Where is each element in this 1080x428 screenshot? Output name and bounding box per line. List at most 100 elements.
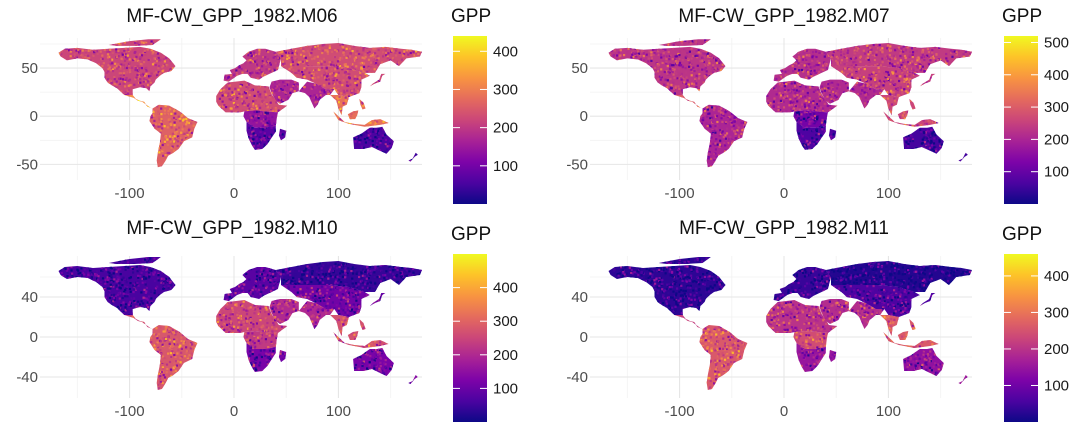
gpp-cell	[690, 68, 693, 71]
gpp-cell	[746, 124, 748, 127]
gpp-cell	[734, 151, 737, 155]
gpp-cell	[285, 129, 287, 132]
gpp-cell	[342, 53, 345, 57]
gpp-cell	[707, 156, 710, 159]
gpp-cell	[140, 96, 144, 99]
gpp-cell	[652, 53, 655, 56]
gpp-cell	[278, 70, 281, 73]
gpp-cell	[153, 83, 156, 86]
gpp-cell	[710, 84, 713, 88]
gpp-cell	[669, 90, 672, 93]
gpp-cell	[103, 89, 106, 92]
gpp-cell	[647, 60, 650, 63]
gpp-cell	[185, 123, 188, 126]
gpp-cell	[364, 81, 367, 84]
gpp-cell	[351, 66, 355, 69]
gpp-cell	[740, 132, 743, 135]
gpp-cell	[71, 83, 74, 86]
gpp-cell	[332, 103, 335, 106]
gpp-cell	[411, 54, 414, 57]
gpp-cell	[59, 77, 62, 80]
gpp-cell	[693, 89, 696, 92]
gpp-cell	[122, 82, 125, 85]
gpp-cell	[928, 63, 931, 66]
gpp-cell	[795, 69, 798, 73]
gpp-cell	[665, 44, 668, 46]
gpp-cell	[107, 81, 110, 84]
gpp-cell	[303, 97, 306, 100]
gpp-cell	[720, 55, 724, 58]
gpp-cell	[792, 60, 795, 63]
gpp-cell	[139, 63, 142, 66]
gpp-cell	[716, 47, 719, 50]
gpp-cell	[734, 140, 738, 144]
gpp-cell	[817, 63, 820, 67]
gpp-cell	[166, 138, 169, 141]
gpp-cell	[774, 80, 777, 82]
gpp-cell	[253, 149, 256, 150]
gpp-cell	[84, 70, 88, 74]
gpp-cell	[855, 60, 858, 64]
gpp-cell	[246, 119, 249, 122]
gpp-cell	[272, 56, 275, 59]
gpp-cell	[659, 66, 662, 69]
gpp-cell	[379, 81, 382, 84]
gpp-cell	[107, 64, 110, 67]
gpp-cell	[287, 96, 290, 99]
gpp-cell	[968, 71, 971, 73]
gpp-cell	[92, 77, 96, 80]
gpp-cell	[901, 71, 904, 74]
gpp-cell	[667, 75, 670, 78]
gpp-cell	[233, 105, 236, 108]
gpp-cell	[273, 75, 276, 78]
gpp-cell	[277, 76, 280, 79]
gpp-cell	[311, 86, 314, 89]
gpp-cell	[918, 67, 921, 70]
gpp-cell	[335, 124, 338, 127]
gpp-cell	[745, 146, 748, 149]
gpp-cell	[84, 61, 87, 64]
gpp-cell	[176, 107, 179, 110]
gpp-texture	[825, 43, 972, 73]
gpp-cell	[186, 110, 189, 113]
gpp-cell	[118, 51, 121, 54]
gpp-cell	[68, 77, 72, 80]
gpp-cell	[903, 49, 906, 52]
gpp-cell	[354, 125, 357, 127]
gpp-cell	[633, 59, 636, 62]
gpp-cell	[96, 48, 99, 52]
gpp-cell	[714, 48, 717, 51]
gpp-cell	[221, 105, 225, 108]
gpp-cell	[123, 49, 126, 53]
gpp-cell	[194, 137, 197, 140]
gpp-cell	[252, 102, 255, 105]
gpp-cell	[88, 47, 92, 50]
gpp-cell	[136, 73, 139, 77]
gpp-cell	[370, 72, 373, 73]
gpp-cell	[805, 59, 808, 62]
gpp-cell	[290, 97, 293, 100]
gpp-cell	[939, 58, 942, 61]
gpp-cell	[701, 84, 704, 87]
gpp-cell	[339, 118, 342, 121]
gpp-cell	[179, 119, 182, 123]
gpp-cell	[945, 69, 948, 73]
gpp-cell	[969, 44, 972, 47]
gpp-cell	[363, 96, 366, 97]
gpp-cell	[340, 109, 343, 112]
gpp-cell	[732, 158, 735, 162]
gpp-cell	[384, 138, 388, 141]
gpp-cell	[405, 58, 408, 61]
gpp-cell	[85, 85, 88, 88]
gpp-cell	[366, 46, 369, 49]
gpp-cell	[120, 90, 123, 93]
gpp-cell	[741, 137, 744, 140]
gpp-cell	[229, 98, 233, 101]
gpp-cell	[302, 73, 305, 76]
gpp-cell	[320, 60, 323, 63]
gpp-cell	[250, 105, 253, 108]
gpp-cell	[820, 68, 823, 71]
gpp-cell	[353, 57, 356, 60]
gpp-cell	[373, 48, 376, 51]
